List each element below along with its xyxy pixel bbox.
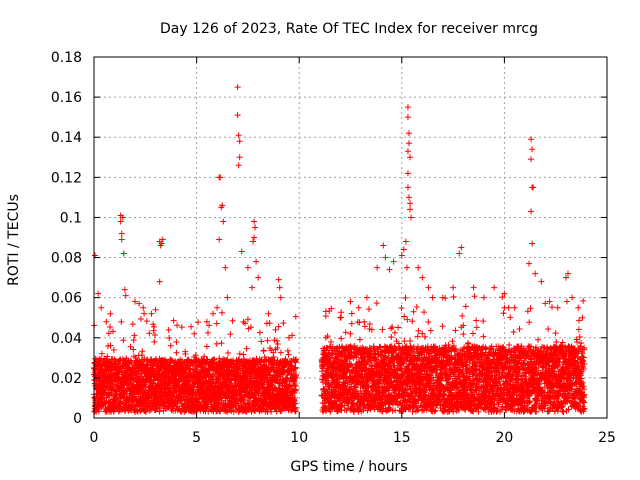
data-point bbox=[174, 322, 181, 329]
data-point bbox=[188, 323, 195, 330]
data-point bbox=[98, 350, 105, 357]
grid bbox=[94, 57, 607, 418]
data-point bbox=[184, 394, 191, 401]
data-point bbox=[151, 332, 158, 339]
data-point bbox=[146, 330, 153, 337]
data-point bbox=[204, 329, 211, 336]
data-point bbox=[109, 328, 116, 335]
data-point bbox=[191, 330, 198, 337]
x-axis-label: GPS time / hours bbox=[290, 459, 407, 475]
data-point bbox=[192, 352, 199, 359]
data-point bbox=[120, 337, 127, 344]
data-point bbox=[139, 348, 146, 355]
data-point bbox=[218, 309, 225, 316]
data-point bbox=[178, 324, 185, 331]
data-point bbox=[165, 326, 172, 333]
data-point bbox=[129, 402, 136, 409]
data-point bbox=[131, 332, 138, 339]
data-point bbox=[137, 316, 144, 323]
data-point bbox=[203, 343, 210, 350]
data-point bbox=[107, 323, 114, 330]
data-point bbox=[95, 408, 102, 415]
data-point bbox=[173, 388, 180, 395]
data-point bbox=[130, 337, 137, 344]
data-point bbox=[141, 310, 148, 317]
data-point bbox=[128, 359, 135, 366]
data-point bbox=[98, 404, 105, 411]
data-point bbox=[210, 360, 217, 367]
data-point bbox=[218, 404, 225, 411]
data-points bbox=[91, 84, 588, 415]
data-point bbox=[105, 330, 112, 337]
data-point bbox=[156, 408, 163, 415]
data-point bbox=[206, 322, 213, 329]
data-point bbox=[118, 318, 125, 325]
data-point bbox=[127, 343, 134, 350]
data-point bbox=[107, 342, 114, 349]
data-point bbox=[211, 356, 218, 363]
data-point bbox=[170, 317, 177, 324]
data-point bbox=[166, 334, 173, 341]
data-point bbox=[167, 342, 174, 349]
data-point bbox=[195, 319, 202, 326]
data-point bbox=[218, 340, 225, 347]
data-point bbox=[182, 350, 189, 357]
data-point bbox=[110, 346, 117, 353]
data-point bbox=[143, 318, 150, 325]
chart-title: Day 126 of 2023, Rate Of TEC Index for r… bbox=[160, 21, 538, 37]
y-axis-label: ROTI / TECUs bbox=[6, 194, 22, 286]
data-point bbox=[195, 396, 202, 403]
data-point bbox=[151, 323, 158, 330]
data-point bbox=[173, 349, 180, 356]
data-point bbox=[173, 339, 180, 346]
data-point bbox=[151, 338, 158, 345]
data-point bbox=[176, 377, 183, 384]
data-point bbox=[177, 397, 184, 404]
data-point bbox=[129, 321, 136, 328]
data-point bbox=[150, 369, 157, 376]
data-point bbox=[213, 340, 220, 347]
data-point bbox=[213, 320, 220, 327]
data-point bbox=[152, 407, 159, 414]
data-point bbox=[150, 321, 157, 328]
data-point bbox=[130, 346, 137, 353]
